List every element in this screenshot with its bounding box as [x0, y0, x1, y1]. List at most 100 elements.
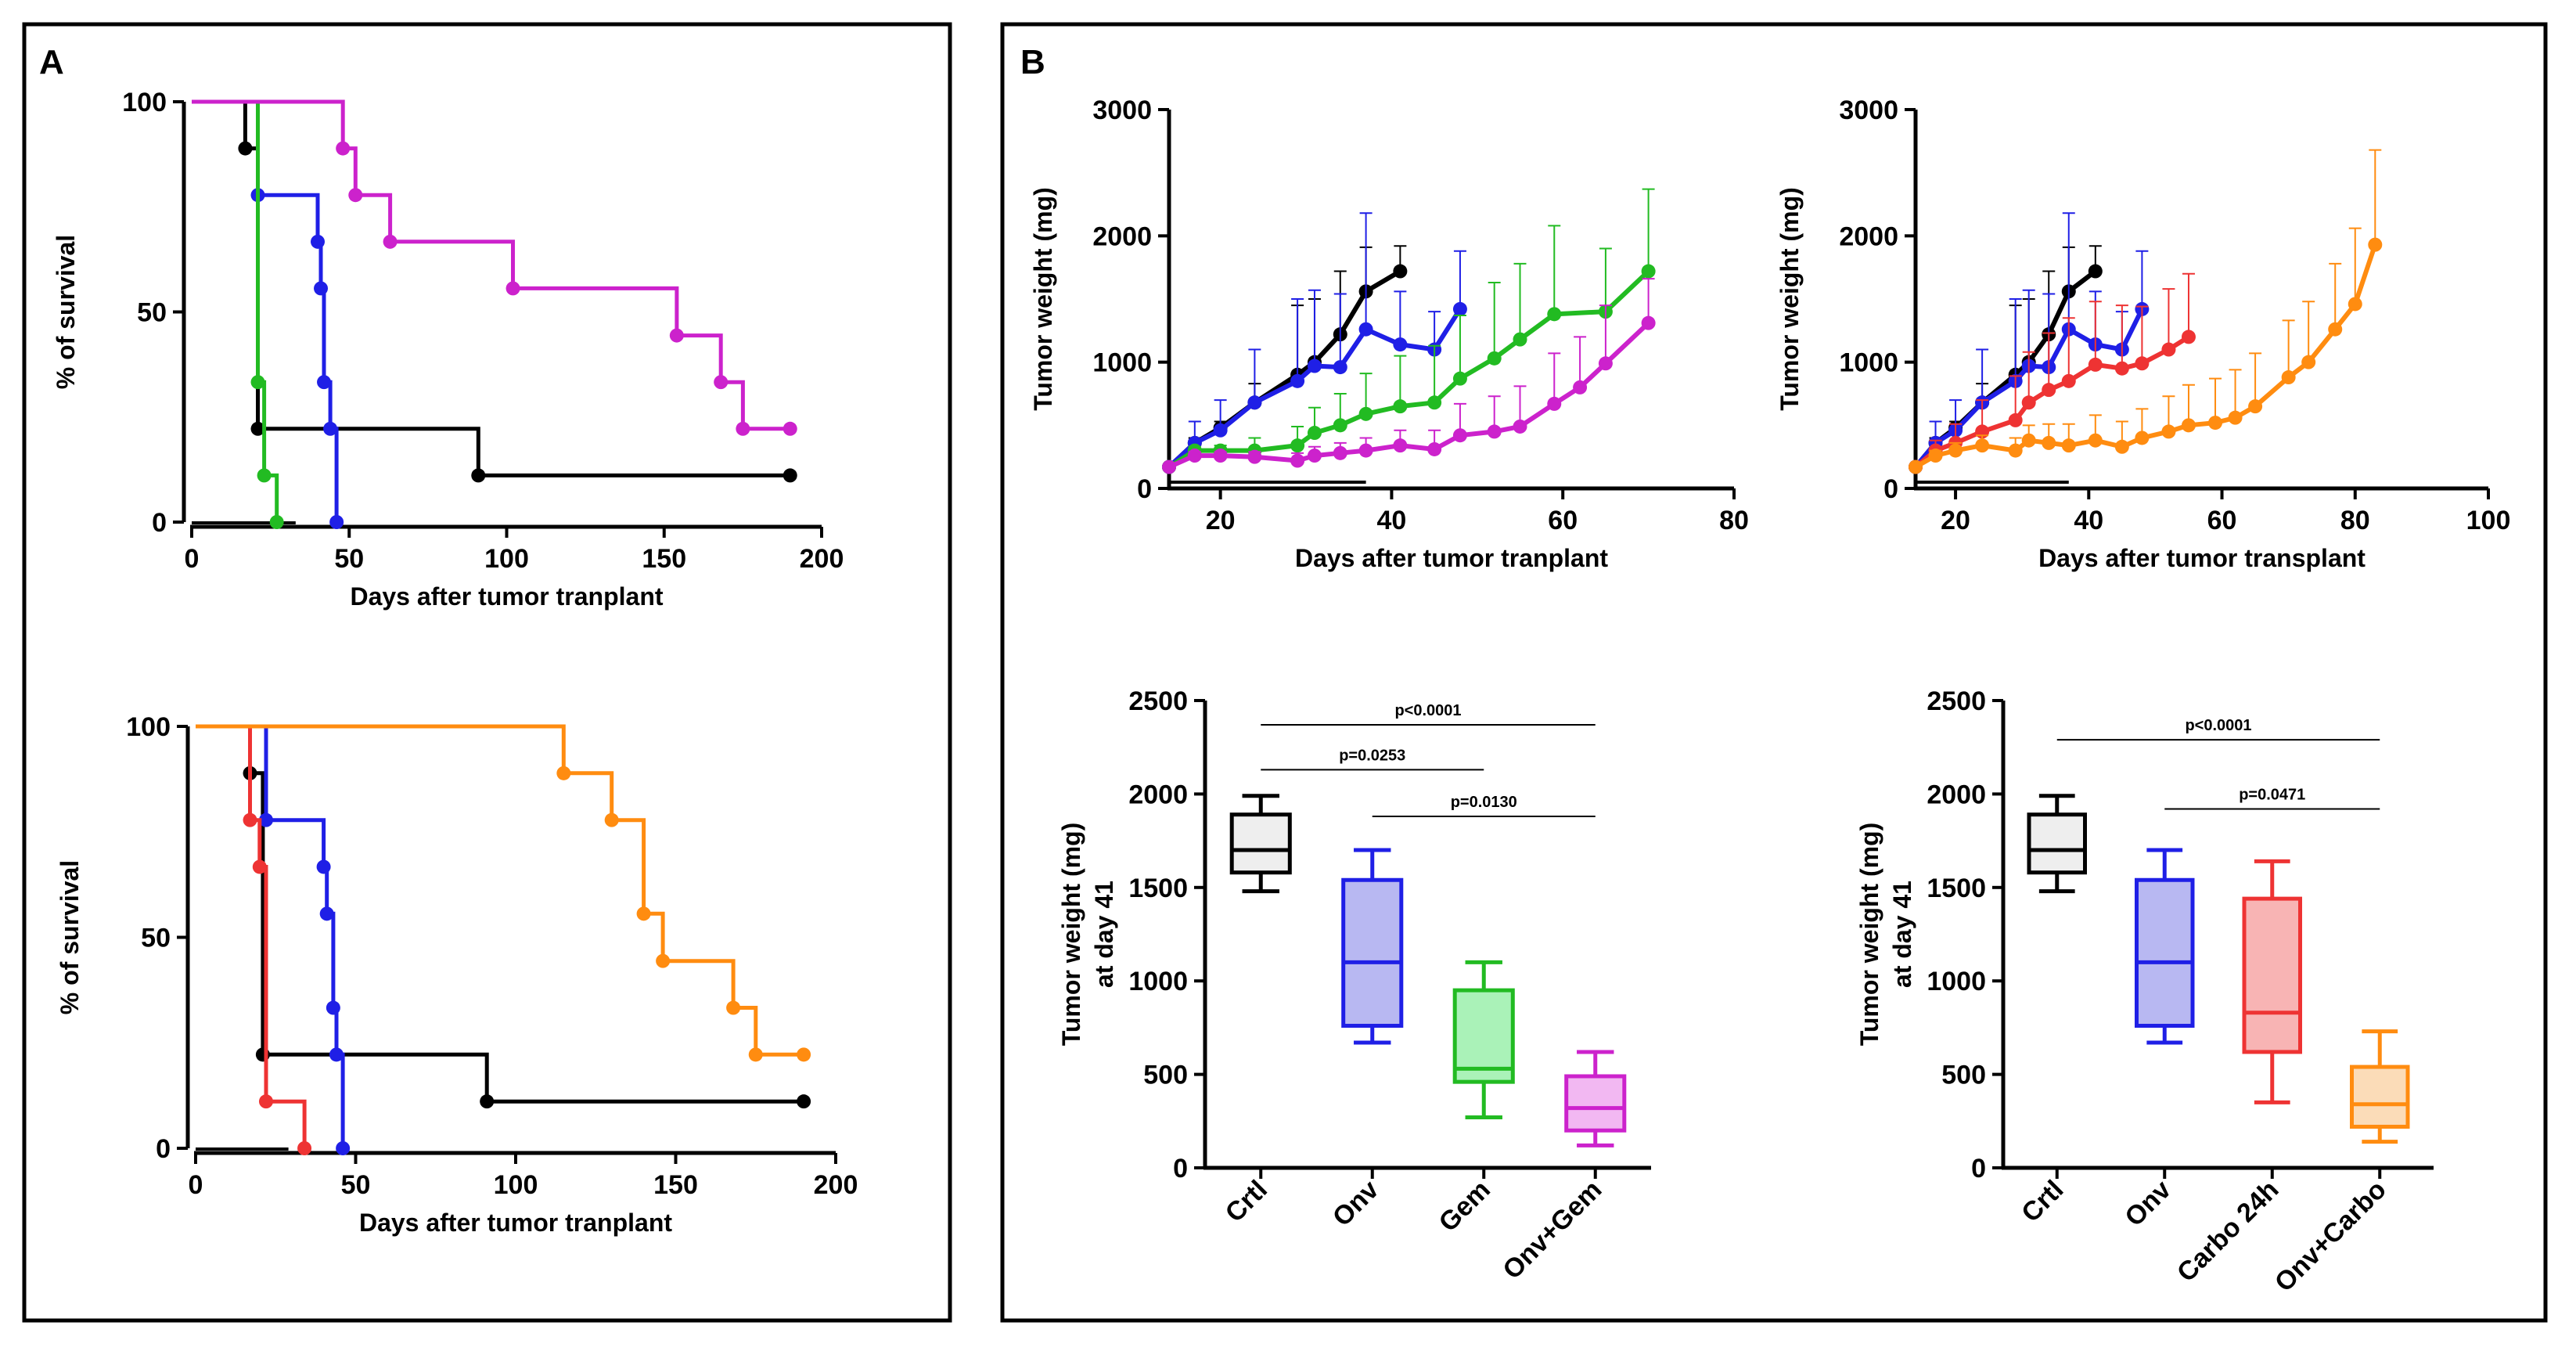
- y-tick-label: 1000: [1128, 967, 1188, 996]
- chart-a-bottom: 0 50 100 0 50 100 150 200 Days after tumor tranp…: [56, 712, 858, 1237]
- survival-curve: [196, 724, 307, 1148]
- data-point: [1393, 399, 1408, 414]
- box-gem: [1452, 960, 1515, 1120]
- x-tick-label: 150: [653, 1170, 698, 1200]
- data-point: [1427, 395, 1442, 410]
- data-point: [1307, 358, 1322, 373]
- data-point: [1187, 449, 1202, 463]
- y-tick-label: 500: [1941, 1061, 1986, 1090]
- data-point: [1333, 360, 1347, 375]
- series-crtl: [192, 99, 797, 483]
- event-point: [317, 375, 332, 390]
- box-crtl: [2027, 794, 2087, 894]
- data-point: [1213, 423, 1228, 438]
- x-tick-label: Crtl: [1220, 1175, 1273, 1228]
- data-point: [2061, 438, 2076, 453]
- data-point: [1452, 428, 1467, 443]
- data-point: [1452, 301, 1467, 316]
- y-tick-label: 1000: [1927, 967, 1986, 996]
- data-point: [2008, 413, 2023, 427]
- box-onv-gem: [1564, 1050, 1627, 1147]
- survival-curve: [192, 99, 790, 431]
- data-point: [2114, 439, 2129, 454]
- event-point: [238, 141, 253, 156]
- x-tick-label: 200: [814, 1170, 858, 1200]
- series-onv-gem: [192, 99, 797, 436]
- x-tick-label: Gem: [1434, 1175, 1496, 1238]
- event-point: [336, 141, 351, 156]
- data-point: [1333, 445, 1347, 460]
- data-point: [2042, 383, 2056, 398]
- chart-b-box-right: 0 500 1000 1500 2000 2500 Tumor weight (mg) at …: [1855, 686, 2434, 1298]
- series-onv: [196, 724, 351, 1155]
- x-tick-label: Onv+Carbo: [2269, 1175, 2392, 1298]
- data-point: [1513, 419, 1527, 434]
- survival-curve: [192, 99, 790, 477]
- survival-curve: [196, 724, 345, 1148]
- event-point: [783, 468, 797, 483]
- x-tick-label: 100: [494, 1170, 538, 1200]
- x-tick-label: Onv+Gem: [1497, 1175, 1607, 1285]
- x-axis-title: Days after tumor tranplant: [1295, 544, 1608, 572]
- y-tick-label: 0: [152, 508, 167, 538]
- event-point: [748, 1047, 763, 1062]
- y-axis-title-line: Tumor weight (mg): [1057, 823, 1085, 1047]
- x-tick-label: 200: [800, 544, 844, 574]
- growth-line: [1167, 269, 1650, 470]
- y-tick-label: 2000: [1128, 780, 1188, 809]
- data-point: [1513, 332, 1527, 347]
- significance-label: p=0.0253: [1339, 747, 1405, 764]
- iqr-box: [1564, 1074, 1627, 1133]
- x-tick-label: 50: [341, 1170, 371, 1200]
- panel-a-letter: A: [39, 43, 64, 81]
- event-point: [319, 906, 334, 921]
- series-carbo-24h: [196, 724, 312, 1155]
- data-point: [2228, 410, 2243, 425]
- data-point: [1290, 453, 1305, 468]
- data-point: [1547, 396, 1562, 411]
- x-tick-label: Carbo 24h: [2171, 1175, 2284, 1288]
- chart-b-growth-right: 0 1000 2000 3000 20 40 60 80 100 Days after tumor…: [1775, 95, 2510, 572]
- x-tick-label: 60: [2207, 506, 2237, 535]
- x-tick-label: 20: [1941, 506, 1970, 535]
- data-point: [1641, 264, 1656, 279]
- y-axis-title: Tumor weight (mg): [1775, 187, 1804, 411]
- data-point: [2368, 237, 2383, 252]
- event-point: [243, 812, 257, 827]
- panel-b-frame: [1000, 22, 2548, 1323]
- y-tick-label: 2500: [1128, 686, 1188, 716]
- y-tick-label: 0: [1883, 474, 1898, 504]
- data-point: [1427, 441, 1442, 456]
- data-point: [1598, 356, 1613, 371]
- y-tick-label: 1000: [1092, 348, 1152, 378]
- event-point: [257, 468, 272, 483]
- data-point: [1487, 424, 1502, 439]
- x-tick-label: 0: [185, 544, 200, 574]
- data-point: [2008, 443, 2023, 458]
- event-point: [297, 1141, 312, 1155]
- event-point: [252, 859, 267, 874]
- data-point: [2248, 399, 2263, 414]
- data-point: [2021, 433, 2036, 448]
- data-point: [1393, 264, 1408, 279]
- event-point: [383, 234, 398, 249]
- data-point: [1290, 438, 1305, 453]
- x-tick-label: 100: [484, 544, 529, 574]
- event-point: [636, 906, 651, 921]
- y-tick-label: 0: [1971, 1154, 1986, 1183]
- event-point: [269, 515, 284, 529]
- box-onv: [1341, 848, 1404, 1045]
- y-tick-label: 3000: [1839, 95, 1898, 125]
- data-point: [1452, 371, 1467, 386]
- event-point: [329, 1047, 344, 1062]
- y-axis-title: % of survival: [52, 235, 80, 389]
- data-point: [2301, 355, 2316, 369]
- data-point: [2114, 361, 2129, 376]
- data-point: [1162, 459, 1176, 474]
- chart-a-top: 0 50 100 0 50 100 150 200 Days after tumor tranp…: [52, 88, 844, 611]
- event-point: [783, 421, 797, 436]
- data-point: [2061, 373, 2076, 388]
- event-point: [669, 328, 684, 343]
- iqr-box: [1229, 812, 1292, 875]
- event-point: [505, 281, 520, 296]
